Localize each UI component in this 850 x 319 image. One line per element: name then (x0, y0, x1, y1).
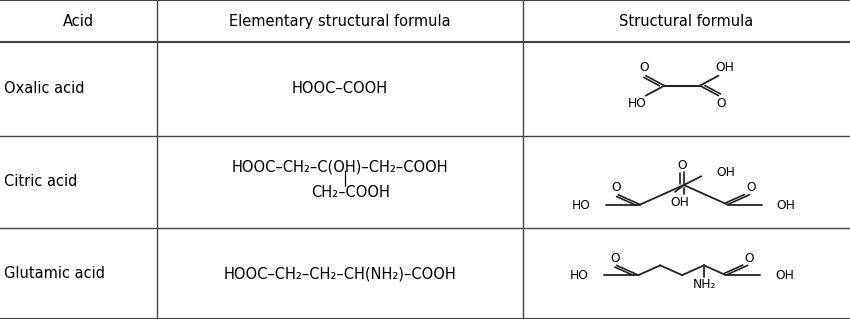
Text: OH: OH (670, 197, 689, 209)
Text: O: O (610, 252, 620, 265)
Text: HO: HO (628, 97, 647, 110)
Text: O: O (677, 159, 687, 172)
Text: OH: OH (777, 199, 796, 212)
Text: OH: OH (716, 61, 734, 74)
Text: NH₂: NH₂ (692, 278, 716, 291)
Text: Glutamic acid: Glutamic acid (4, 266, 105, 281)
Text: HOOC–CH₂–C(OH)–CH₂–COOH: HOOC–CH₂–C(OH)–CH₂–COOH (232, 160, 448, 175)
Text: HO: HO (572, 199, 591, 212)
Text: Acid: Acid (63, 13, 94, 29)
Text: HOOC–CH₂–CH₂–CH(NH₂)–COOH: HOOC–CH₂–CH₂–CH(NH₂)–COOH (224, 266, 456, 281)
Text: O: O (746, 181, 756, 194)
Text: O: O (612, 181, 621, 194)
Text: Elementary structural formula: Elementary structural formula (230, 13, 450, 29)
Text: O: O (745, 252, 754, 265)
Text: OH: OH (775, 269, 794, 282)
Text: Citric acid: Citric acid (4, 174, 77, 189)
Text: |: | (342, 171, 347, 187)
Text: Oxalic acid: Oxalic acid (4, 81, 85, 96)
Text: CH₂–COOH: CH₂–COOH (312, 185, 390, 201)
Text: Structural formula: Structural formula (620, 13, 753, 29)
Text: O: O (717, 97, 726, 110)
Text: HO: HO (570, 269, 589, 282)
Text: O: O (639, 61, 649, 74)
Text: OH: OH (717, 166, 735, 179)
Text: HOOC–COOH: HOOC–COOH (292, 81, 388, 96)
